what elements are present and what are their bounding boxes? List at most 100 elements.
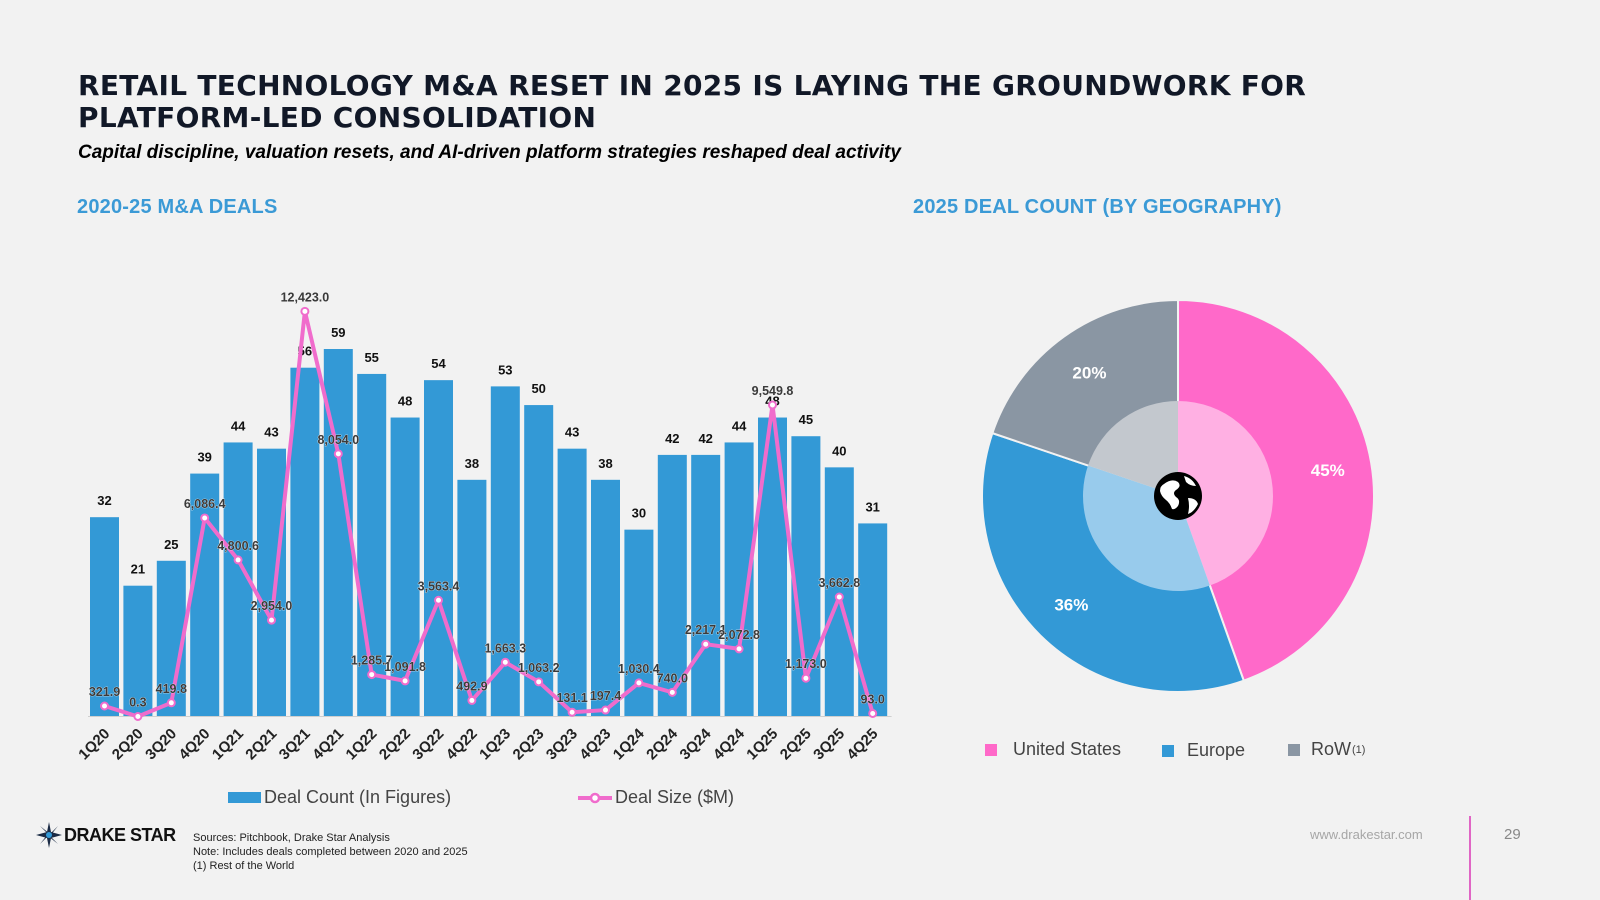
deal-size-point-3Q25 — [834, 592, 844, 602]
deal-size-label-3Q22: 3,563.4 — [418, 579, 460, 593]
deal-size-label-2Q24: 740.0 — [657, 671, 688, 685]
bar-deal-count-3Q25 — [824, 467, 854, 717]
deal-size-label-1Q20: 321.9 — [89, 685, 120, 699]
deal-size-label-2Q22: 1,091.8 — [384, 660, 426, 674]
bar-label-2Q23: 50 — [531, 381, 545, 396]
page-number: 29 — [1504, 826, 1521, 843]
globe-icon — [1154, 472, 1202, 520]
legend-deal-count: Deal Count (In Figures) — [228, 787, 451, 808]
x-tick-1Q20: 1Q20 — [75, 725, 113, 763]
bar-deal-count-3Q21 — [290, 367, 320, 717]
deal-size-point-2Q24 — [667, 687, 677, 697]
deal-size-point-1Q21 — [233, 555, 243, 565]
deal-size-point-1Q25 — [768, 400, 777, 410]
bar-label-3Q25: 40 — [832, 443, 846, 458]
legend-row-swatch — [1288, 743, 1300, 756]
bar-deal-count-1Q25 — [758, 417, 787, 717]
bar-deal-count-3Q24 — [691, 454, 721, 717]
x-tick-4Q22: 4Q22 — [443, 725, 481, 763]
website-link[interactable]: www.drakestar.com — [1310, 827, 1423, 842]
x-tick-3Q20: 3Q20 — [142, 725, 180, 763]
star-logo-icon — [36, 822, 62, 848]
deal-size-point-4Q22 — [467, 695, 477, 705]
deal-size-point-3Q23 — [567, 707, 577, 717]
bar-label-4Q24: 44 — [732, 418, 747, 433]
deal-size-line — [103, 309, 875, 719]
bar-chart-title: 2020-25 M&A DEALS — [77, 196, 278, 218]
x-tick-4Q20: 4Q20 — [176, 725, 214, 763]
deal-size-label-4Q23: 197.4 — [590, 689, 621, 703]
legend-us-swatch — [985, 743, 997, 756]
bar-deal-count-2Q22 — [390, 417, 420, 717]
deal-size-label-3Q24: 2,217.1 — [685, 623, 727, 637]
bar-deal-count-2Q21 — [257, 448, 286, 717]
pie-chart: 45% 36% 20% — [981, 298, 1375, 693]
deal-size-point-2Q23 — [534, 677, 544, 687]
x-tick-3Q23: 3Q23 — [543, 725, 581, 763]
x-tick-4Q25: 4Q25 — [844, 725, 882, 763]
deal-size-point-4Q25 — [868, 708, 878, 718]
pie-slice-united-states — [1177, 298, 1375, 682]
x-tick-1Q25: 1Q25 — [743, 725, 781, 763]
deal-size-point-4Q23 — [601, 705, 610, 715]
page-title: RETAIL TECHNOLOGY M&A RESET IN 2025 IS L… — [78, 69, 1307, 134]
deal-size-point-4Q24 — [734, 644, 744, 654]
deal-size-label-1Q21: 4,800.6 — [217, 539, 259, 553]
pie-label-row: 20% — [1072, 363, 1106, 382]
drake-star-logo: DRAKE STAR — [36, 822, 176, 848]
bar-label-3Q24: 42 — [698, 431, 712, 446]
legend-deal-count-label: Deal Count (In Figures) — [264, 787, 452, 807]
deal-size-label-1Q22: 1,285.7 — [351, 654, 393, 668]
page-subtitle: Capital discipline, valuation resets, an… — [78, 142, 901, 163]
pie-inner-row — [1088, 401, 1178, 496]
deal-size-label-3Q20: 419.8 — [156, 682, 187, 696]
bar-label-2Q21: 43 — [264, 425, 278, 440]
deal-size-label-3Q25: 3,662.8 — [818, 576, 860, 590]
deal-size-label-2Q21: 2,954.0 — [251, 599, 293, 613]
x-tick-2Q25: 2Q25 — [777, 725, 815, 763]
x-tick-2Q24: 2Q24 — [643, 725, 681, 763]
deal-size-point-3Q20 — [166, 698, 176, 708]
x-tick-2Q20: 2Q20 — [109, 725, 147, 763]
deal-size-point-1Q22 — [367, 670, 377, 680]
bar-label-1Q21: 44 — [231, 418, 246, 433]
legend-row: RoW (1) — [1288, 739, 1365, 760]
pie-label-europe: 36% — [1054, 595, 1088, 614]
x-tick-1Q24: 1Q24 — [610, 725, 648, 763]
bar-label-3Q23: 43 — [565, 425, 579, 440]
x-tick-4Q24: 4Q24 — [710, 725, 748, 763]
deal-size-label-2Q25: 1,173.0 — [785, 657, 827, 671]
x-tick-1Q23: 1Q23 — [476, 725, 514, 763]
pie-label-united-states: 45% — [1311, 461, 1345, 480]
bar-label-2Q24: 42 — [665, 431, 679, 446]
deal-size-point-2Q21 — [267, 615, 276, 625]
legend-united-states: United States — [985, 739, 1121, 760]
bar-label-1Q22: 55 — [364, 350, 378, 365]
logo-text: DRAKE STAR — [64, 824, 176, 845]
bar-label-3Q22: 54 — [431, 356, 446, 371]
x-tick-3Q24: 3Q24 — [677, 725, 715, 763]
pie-chart-title: 2025 DEAL COUNT (BY GEOGRAPHY) — [913, 196, 1282, 218]
deal-size-point-2Q25 — [801, 673, 811, 683]
sources-note: Sources: Pitchbook, Drake Star Analysis … — [193, 831, 468, 873]
x-tick-4Q23: 4Q23 — [576, 725, 614, 763]
deal-size-label-1Q24: 1,030.4 — [618, 662, 660, 676]
bar-label-4Q22: 38 — [465, 456, 479, 471]
bar-deal-count-1Q24 — [624, 529, 654, 717]
legend-row-label: RoW — [1311, 739, 1351, 759]
bar-label-4Q23: 38 — [598, 456, 612, 471]
deal-size-point-1Q20 — [100, 701, 109, 711]
x-tick-1Q22: 1Q22 — [343, 725, 381, 763]
bar-label-3Q20: 25 — [164, 537, 178, 552]
x-tick-4Q21: 4Q21 — [309, 725, 347, 763]
legend-line-swatch — [578, 792, 612, 803]
bar-label-4Q25: 31 — [865, 499, 879, 514]
x-tick-2Q22: 2Q22 — [376, 725, 414, 763]
bar-label-2Q25: 45 — [799, 412, 813, 427]
bar-label-4Q21: 59 — [331, 325, 345, 340]
legend-us-label: United States — [1013, 739, 1122, 759]
deal-size-point-4Q20 — [200, 513, 210, 523]
bar-deal-count-3Q22 — [424, 380, 453, 717]
